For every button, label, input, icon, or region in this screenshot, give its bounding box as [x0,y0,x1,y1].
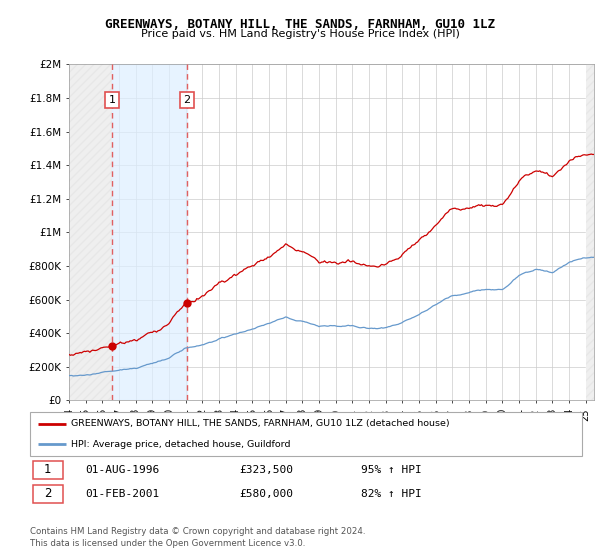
Text: HPI: Average price, detached house, Guildford: HPI: Average price, detached house, Guil… [71,440,291,449]
Bar [586,64,594,400]
Text: Contains HM Land Registry data © Crown copyright and database right 2024.
This d: Contains HM Land Registry data © Crown c… [30,527,365,548]
Bar [69,64,112,400]
Text: 2: 2 [184,95,191,105]
Text: 01-AUG-1996: 01-AUG-1996 [85,465,160,475]
FancyBboxPatch shape [30,412,582,456]
Text: 1: 1 [109,95,116,105]
FancyBboxPatch shape [33,461,63,479]
Bar [69,64,112,400]
Text: £580,000: £580,000 [240,489,294,499]
Text: £323,500: £323,500 [240,465,294,475]
Text: Price paid vs. HM Land Registry's House Price Index (HPI): Price paid vs. HM Land Registry's House … [140,29,460,39]
Text: 2: 2 [44,487,52,501]
Text: 01-FEB-2001: 01-FEB-2001 [85,489,160,499]
Bar [112,64,187,400]
Text: 95% ↑ HPI: 95% ↑ HPI [361,465,422,475]
Text: GREENWAYS, BOTANY HILL, THE SANDS, FARNHAM, GU10 1LZ: GREENWAYS, BOTANY HILL, THE SANDS, FARNH… [105,18,495,31]
Text: GREENWAYS, BOTANY HILL, THE SANDS, FARNHAM, GU10 1LZ (detached house): GREENWAYS, BOTANY HILL, THE SANDS, FARNH… [71,419,450,428]
Bar [586,64,594,400]
FancyBboxPatch shape [33,485,63,503]
Text: 1: 1 [44,463,52,477]
Text: 82% ↑ HPI: 82% ↑ HPI [361,489,422,499]
